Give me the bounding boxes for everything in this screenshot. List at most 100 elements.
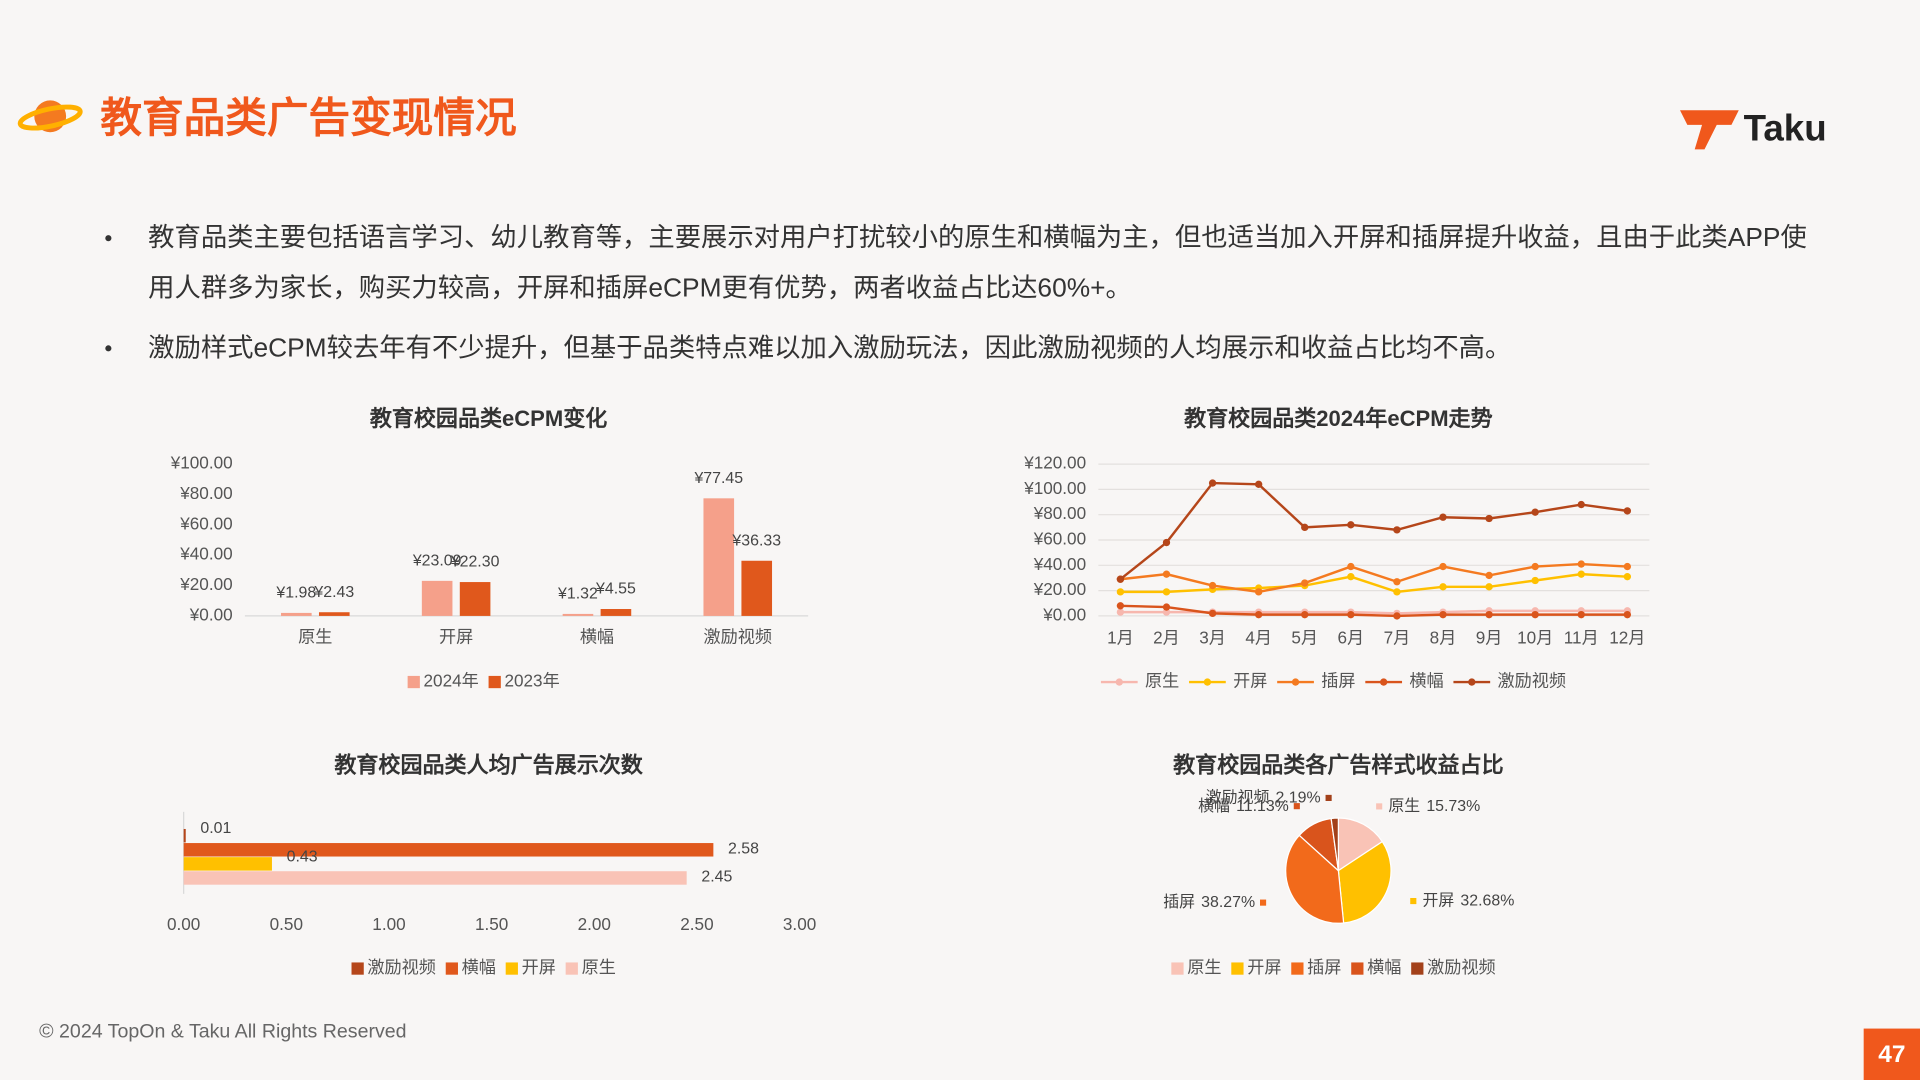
point bbox=[1347, 610, 1355, 619]
point bbox=[1208, 479, 1217, 487]
chart-title: 教育校园品类2024年eCPM走势 bbox=[1184, 406, 1493, 431]
label-value: 2.19% bbox=[1276, 790, 1321, 807]
label-name: 横幅 bbox=[1198, 797, 1230, 815]
x-tick-label: 2月 bbox=[1153, 628, 1180, 648]
x-tick-label: 2.50 bbox=[680, 914, 713, 934]
chart: 教育校园品类eCPM变化 ¥0.00 ¥20.00 ¥40.00 ¥60.00 ¥80.0… bbox=[170, 406, 809, 691]
x-tick-label: 0.00 bbox=[167, 914, 200, 934]
y-tick-label: ¥60.00 bbox=[1033, 529, 1086, 549]
pie-slice bbox=[1337, 817, 1384, 872]
label-marker bbox=[1410, 897, 1417, 905]
x-tick-label: 1月 bbox=[1107, 628, 1134, 648]
legend-label: 激励视频 bbox=[1427, 957, 1496, 977]
legend-swatch bbox=[351, 962, 364, 975]
point bbox=[1393, 526, 1401, 534]
legend-swatch bbox=[1351, 962, 1364, 975]
label-value: 11.13% bbox=[1236, 798, 1289, 815]
line bbox=[1120, 604, 1628, 618]
bar bbox=[459, 582, 491, 616]
x-tick-label: 9月 bbox=[1476, 628, 1503, 648]
data-label: ¥1.98 bbox=[275, 585, 316, 602]
chart-title: 教育校园品类各广告样式收益占比 bbox=[1173, 752, 1503, 777]
logo-text: Taku bbox=[1744, 108, 1827, 149]
y-tick-label: ¥20.00 bbox=[1033, 579, 1086, 599]
label-marker bbox=[1325, 794, 1332, 801]
y-tick-label: ¥20.00 bbox=[179, 574, 232, 594]
line bbox=[1120, 572, 1628, 594]
point bbox=[1393, 578, 1401, 586]
point bbox=[1439, 562, 1447, 571]
x-tick-label: 7月 bbox=[1384, 628, 1411, 648]
legend-swatch bbox=[565, 962, 578, 975]
point bbox=[1162, 538, 1171, 547]
legend-swatch bbox=[407, 675, 420, 689]
legend-label: 激励视频 bbox=[1498, 671, 1567, 691]
point bbox=[1393, 588, 1401, 596]
x-tick-label: 2.00 bbox=[578, 914, 611, 934]
legend-item: 横幅 bbox=[1351, 957, 1401, 977]
point bbox=[1116, 575, 1125, 583]
planet-icon bbox=[17, 100, 83, 133]
bar bbox=[183, 871, 687, 885]
point bbox=[1623, 610, 1632, 619]
point bbox=[1208, 609, 1217, 618]
x-tick-label: 11月 bbox=[1564, 628, 1599, 648]
label-value: 38.27% bbox=[1201, 894, 1255, 911]
bar bbox=[183, 843, 714, 857]
legend-item: 原生 bbox=[1171, 957, 1222, 977]
legend-label: 2024年 bbox=[424, 671, 479, 691]
data-label: 横幅 11.13% bbox=[1198, 797, 1289, 815]
data-label: ¥77.45 bbox=[693, 470, 743, 487]
y-tick-label: ¥40.00 bbox=[179, 544, 232, 564]
legend-item: 开屏 bbox=[1189, 671, 1267, 691]
point bbox=[1439, 583, 1447, 591]
chart: 教育校园品类人均广告展示次数 0.00 0.50 1.00 1.50 2.00 2.50 3.… bbox=[167, 752, 816, 977]
chart-title: 教育校园品类人均广告展示次数 bbox=[334, 752, 643, 777]
x-tick-label: 开屏 bbox=[439, 626, 473, 646]
point bbox=[1577, 560, 1585, 568]
point bbox=[1531, 576, 1539, 585]
y-tick-label: ¥0.00 bbox=[1042, 604, 1086, 624]
y-tick-label: ¥40.00 bbox=[1033, 554, 1086, 574]
point bbox=[1301, 610, 1309, 619]
point bbox=[1254, 588, 1263, 596]
point bbox=[1577, 570, 1585, 578]
legend-swatch bbox=[1231, 962, 1244, 975]
bar bbox=[600, 609, 632, 616]
legend-label: 插屏 bbox=[1321, 671, 1355, 691]
y-tick-label: ¥80.00 bbox=[179, 483, 232, 503]
legend: 原生 开屏 插屏 横幅 激励视频 bbox=[1100, 671, 1567, 691]
y-tick-label: ¥100.00 bbox=[1023, 478, 1086, 498]
legend-label: 原生 bbox=[1145, 671, 1179, 691]
logo: Taku bbox=[1680, 108, 1827, 150]
x-tick-label: 3月 bbox=[1199, 628, 1226, 648]
legend-item: 2024年 bbox=[407, 671, 479, 691]
label-name: 开屏 bbox=[1422, 893, 1454, 910]
y-tick-label: ¥60.00 bbox=[179, 513, 232, 533]
bar bbox=[741, 560, 773, 616]
data-label: ¥23.09 bbox=[412, 552, 462, 569]
legend-label: 横幅 bbox=[462, 957, 496, 977]
point bbox=[1162, 608, 1171, 616]
legend-swatch bbox=[1171, 962, 1184, 975]
point bbox=[1116, 602, 1125, 610]
bar bbox=[562, 613, 594, 616]
legend-label: 2023年 bbox=[504, 671, 559, 691]
bullet: 激励样式eCPM较去年有不少提升，但基于品类特点难以加入激励玩法，因此激励视频的… bbox=[103, 323, 1817, 373]
x-tick-label: 12月 bbox=[1609, 628, 1645, 648]
y-tick-label: ¥100.00 bbox=[170, 453, 233, 473]
pie-slice bbox=[1285, 834, 1345, 924]
point bbox=[1485, 610, 1493, 619]
data-label: 原生 15.73% bbox=[1388, 797, 1480, 815]
legend-item: 插屏 bbox=[1277, 671, 1356, 691]
point bbox=[1623, 573, 1632, 581]
point bbox=[1623, 507, 1632, 515]
label-value: 32.68% bbox=[1460, 893, 1514, 910]
legend-item: 2023年 bbox=[488, 671, 560, 691]
data-label: 2.45 bbox=[701, 869, 732, 886]
data-label: 激励视频 2.19% bbox=[1206, 789, 1321, 807]
point bbox=[1301, 579, 1309, 587]
legend-item: 插屏 bbox=[1291, 957, 1341, 977]
